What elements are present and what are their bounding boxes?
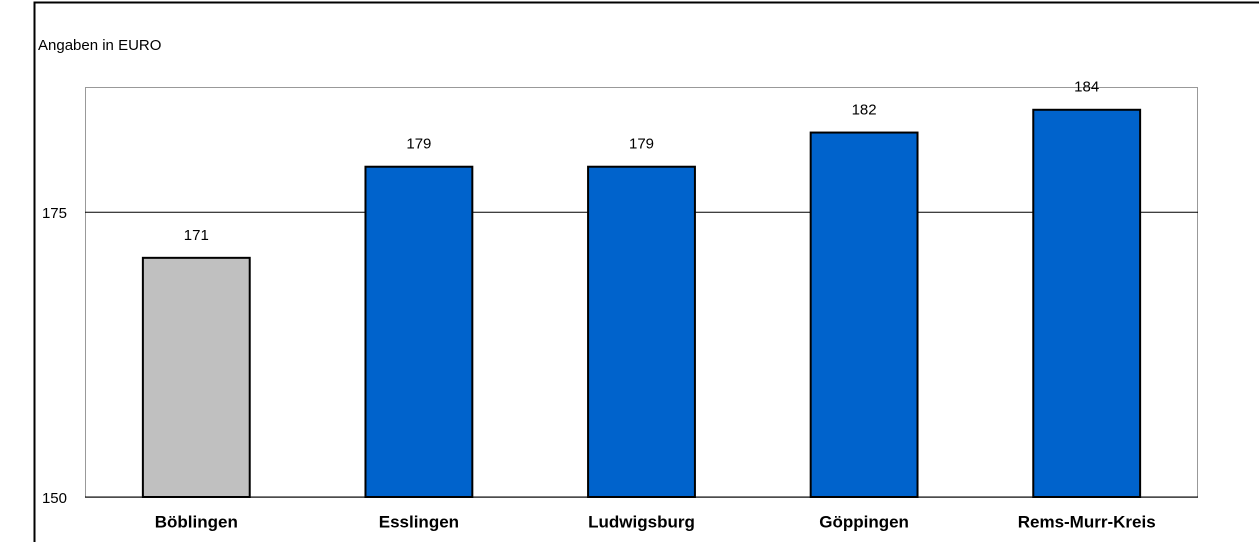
y-axis-label: Angaben in EURO bbox=[38, 37, 161, 54]
value-label: 179 bbox=[406, 136, 431, 153]
x-tick-label: Rems-Murr-Kreis bbox=[1018, 512, 1156, 531]
value-label: 179 bbox=[629, 136, 654, 153]
x-tick-label: Göppingen bbox=[819, 512, 909, 531]
x-tick-label: Böblingen bbox=[155, 512, 238, 531]
bar bbox=[1032, 108, 1142, 499]
value-label: 171 bbox=[184, 227, 209, 244]
x-tick-label: Esslingen bbox=[379, 512, 459, 531]
bar bbox=[141, 256, 251, 499]
bar bbox=[809, 131, 919, 499]
y-tick-label: 175 bbox=[42, 205, 67, 222]
bar bbox=[587, 165, 696, 498]
value-label: 184 bbox=[1074, 79, 1099, 96]
y-tick-label: 150 bbox=[42, 490, 67, 507]
bar bbox=[364, 165, 474, 498]
x-tick-label: Ludwigsburg bbox=[588, 512, 695, 531]
value-label: 182 bbox=[852, 102, 877, 119]
